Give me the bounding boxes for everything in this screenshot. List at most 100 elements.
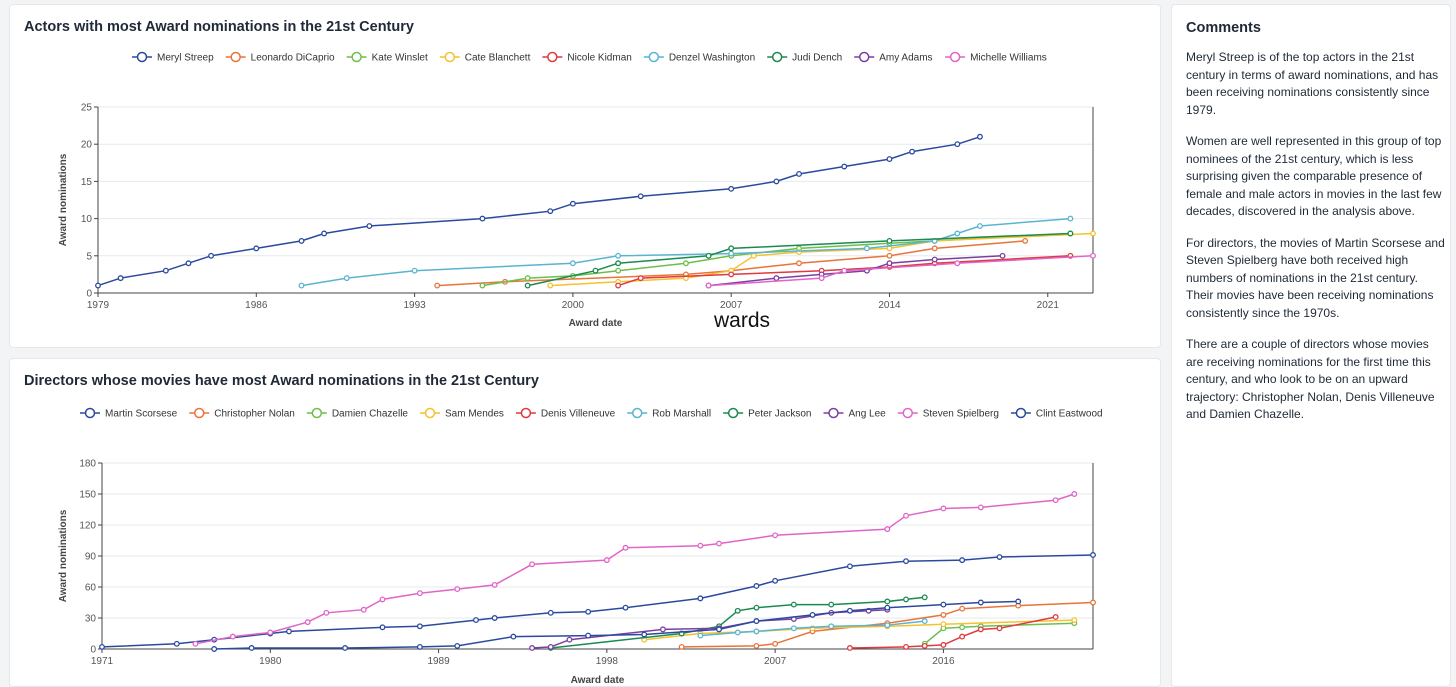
- directors-chart-card: Directors whose movies have most Award n…: [9, 358, 1161, 687]
- data-point: [903, 558, 909, 565]
- y-axis-title: Award nominations: [58, 509, 69, 602]
- data-point: [716, 626, 722, 633]
- data-point: [734, 629, 741, 636]
- x-tick-label: 1989: [427, 656, 450, 667]
- legend-label: Kate Winslet: [372, 53, 428, 64]
- data-point: [473, 617, 479, 624]
- legend-label: Amy Adams: [879, 53, 932, 64]
- legend-item-rob-marshall: Rob Marshall: [627, 407, 711, 420]
- legend-marker: [351, 51, 362, 63]
- series-line: [849, 616, 1056, 649]
- legend-item-meryl-streep: Meryl Streep: [132, 51, 214, 64]
- comments-body: Meryl Streep is of the top actors in the…: [1186, 49, 1448, 438]
- legend-label: Peter Jackson: [748, 409, 811, 420]
- data-point: [298, 237, 305, 244]
- data-point: [1015, 598, 1022, 605]
- data-point: [434, 282, 441, 289]
- data-point: [753, 618, 760, 625]
- data-point: [1090, 230, 1096, 237]
- data-point: [959, 557, 966, 564]
- data-point: [996, 625, 1003, 632]
- data-point: [884, 526, 891, 533]
- data-point: [697, 595, 704, 602]
- data-point: [229, 633, 236, 640]
- x-tick-label: 2007: [764, 656, 787, 667]
- legend-item-kate-winslet: Kate Winslet: [346, 51, 428, 64]
- data-point: [622, 604, 629, 611]
- data-point: [321, 230, 328, 237]
- data-point: [510, 633, 517, 640]
- y-tick-label: 120: [79, 521, 96, 532]
- data-point: [753, 604, 760, 611]
- data-point: [728, 271, 735, 278]
- data-point: [940, 621, 947, 628]
- data-point: [592, 267, 599, 274]
- y-tick-label: 5: [86, 251, 92, 262]
- data-point: [773, 275, 780, 282]
- x-tick-label: 2007: [720, 300, 743, 311]
- y-tick-label: 30: [85, 614, 97, 625]
- data-point: [728, 185, 735, 192]
- data-point: [615, 267, 622, 274]
- data-point: [940, 601, 947, 608]
- data-point: [954, 141, 961, 148]
- data-point: [1090, 552, 1096, 558]
- legend-label: Judi Dench: [792, 53, 842, 64]
- data-point: [185, 260, 192, 267]
- legend-marker: [230, 51, 241, 63]
- x-tick-label: 2021: [1037, 300, 1060, 311]
- data-point: [454, 642, 461, 649]
- data-point: [716, 540, 722, 547]
- data-point: [886, 237, 893, 244]
- data-point: [954, 230, 961, 237]
- data-point: [976, 223, 983, 229]
- legend-marker: [520, 407, 532, 419]
- legend-label: Denzel Washington: [669, 53, 755, 64]
- y-tick-label: 150: [79, 490, 96, 501]
- data-point: [940, 641, 947, 648]
- data-point: [863, 245, 870, 252]
- data-point: [772, 577, 779, 584]
- data-point: [697, 542, 704, 549]
- data-point: [790, 601, 797, 608]
- data-point: [343, 275, 350, 282]
- data-point: [999, 252, 1006, 259]
- legend-item-nicole-kidman: Nicole Kidman: [542, 51, 632, 64]
- data-point: [615, 252, 622, 259]
- data-point: [921, 642, 928, 649]
- data-point: [524, 275, 531, 282]
- data-point: [603, 557, 610, 564]
- legend-label: Michelle Williams: [970, 53, 1047, 64]
- legend-marker: [902, 407, 913, 419]
- data-point: [772, 532, 779, 539]
- data-point: [529, 645, 536, 651]
- data-point: [1052, 614, 1059, 620]
- legend-marker: [727, 407, 739, 419]
- y-tick-label: 15: [81, 177, 93, 188]
- data-point: [683, 260, 689, 267]
- legend-label: Cate Blanchett: [465, 53, 531, 64]
- series-line: [708, 255, 1094, 287]
- data-point: [1071, 617, 1078, 624]
- series-rob-marshall: [697, 618, 928, 639]
- x-tick-label: 2000: [562, 300, 585, 311]
- legend-item-amy-adams: Amy Adams: [854, 51, 933, 64]
- data-point: [366, 223, 373, 229]
- legend-item-judi-dench: Judi Dench: [767, 51, 842, 64]
- series-line: [195, 493, 1075, 645]
- legend-marker: [828, 407, 839, 419]
- y-tick-label: 0: [86, 289, 92, 300]
- data-point: [772, 640, 779, 647]
- legend-label: Damien Chazelle: [332, 409, 409, 420]
- data-point: [99, 643, 105, 650]
- data-point: [659, 626, 666, 633]
- data-point: [977, 626, 984, 633]
- data-point: [479, 215, 486, 222]
- legend: Meryl Streep Leonardo DiCaprio Kate Winsle…: [132, 51, 1047, 64]
- y-tick-label: 20: [81, 140, 93, 151]
- legend-marker: [858, 51, 870, 63]
- data-point: [753, 628, 760, 635]
- data-point: [1071, 491, 1078, 497]
- legend-label: Leonardo DiCaprio: [251, 53, 335, 64]
- data-point: [728, 250, 735, 257]
